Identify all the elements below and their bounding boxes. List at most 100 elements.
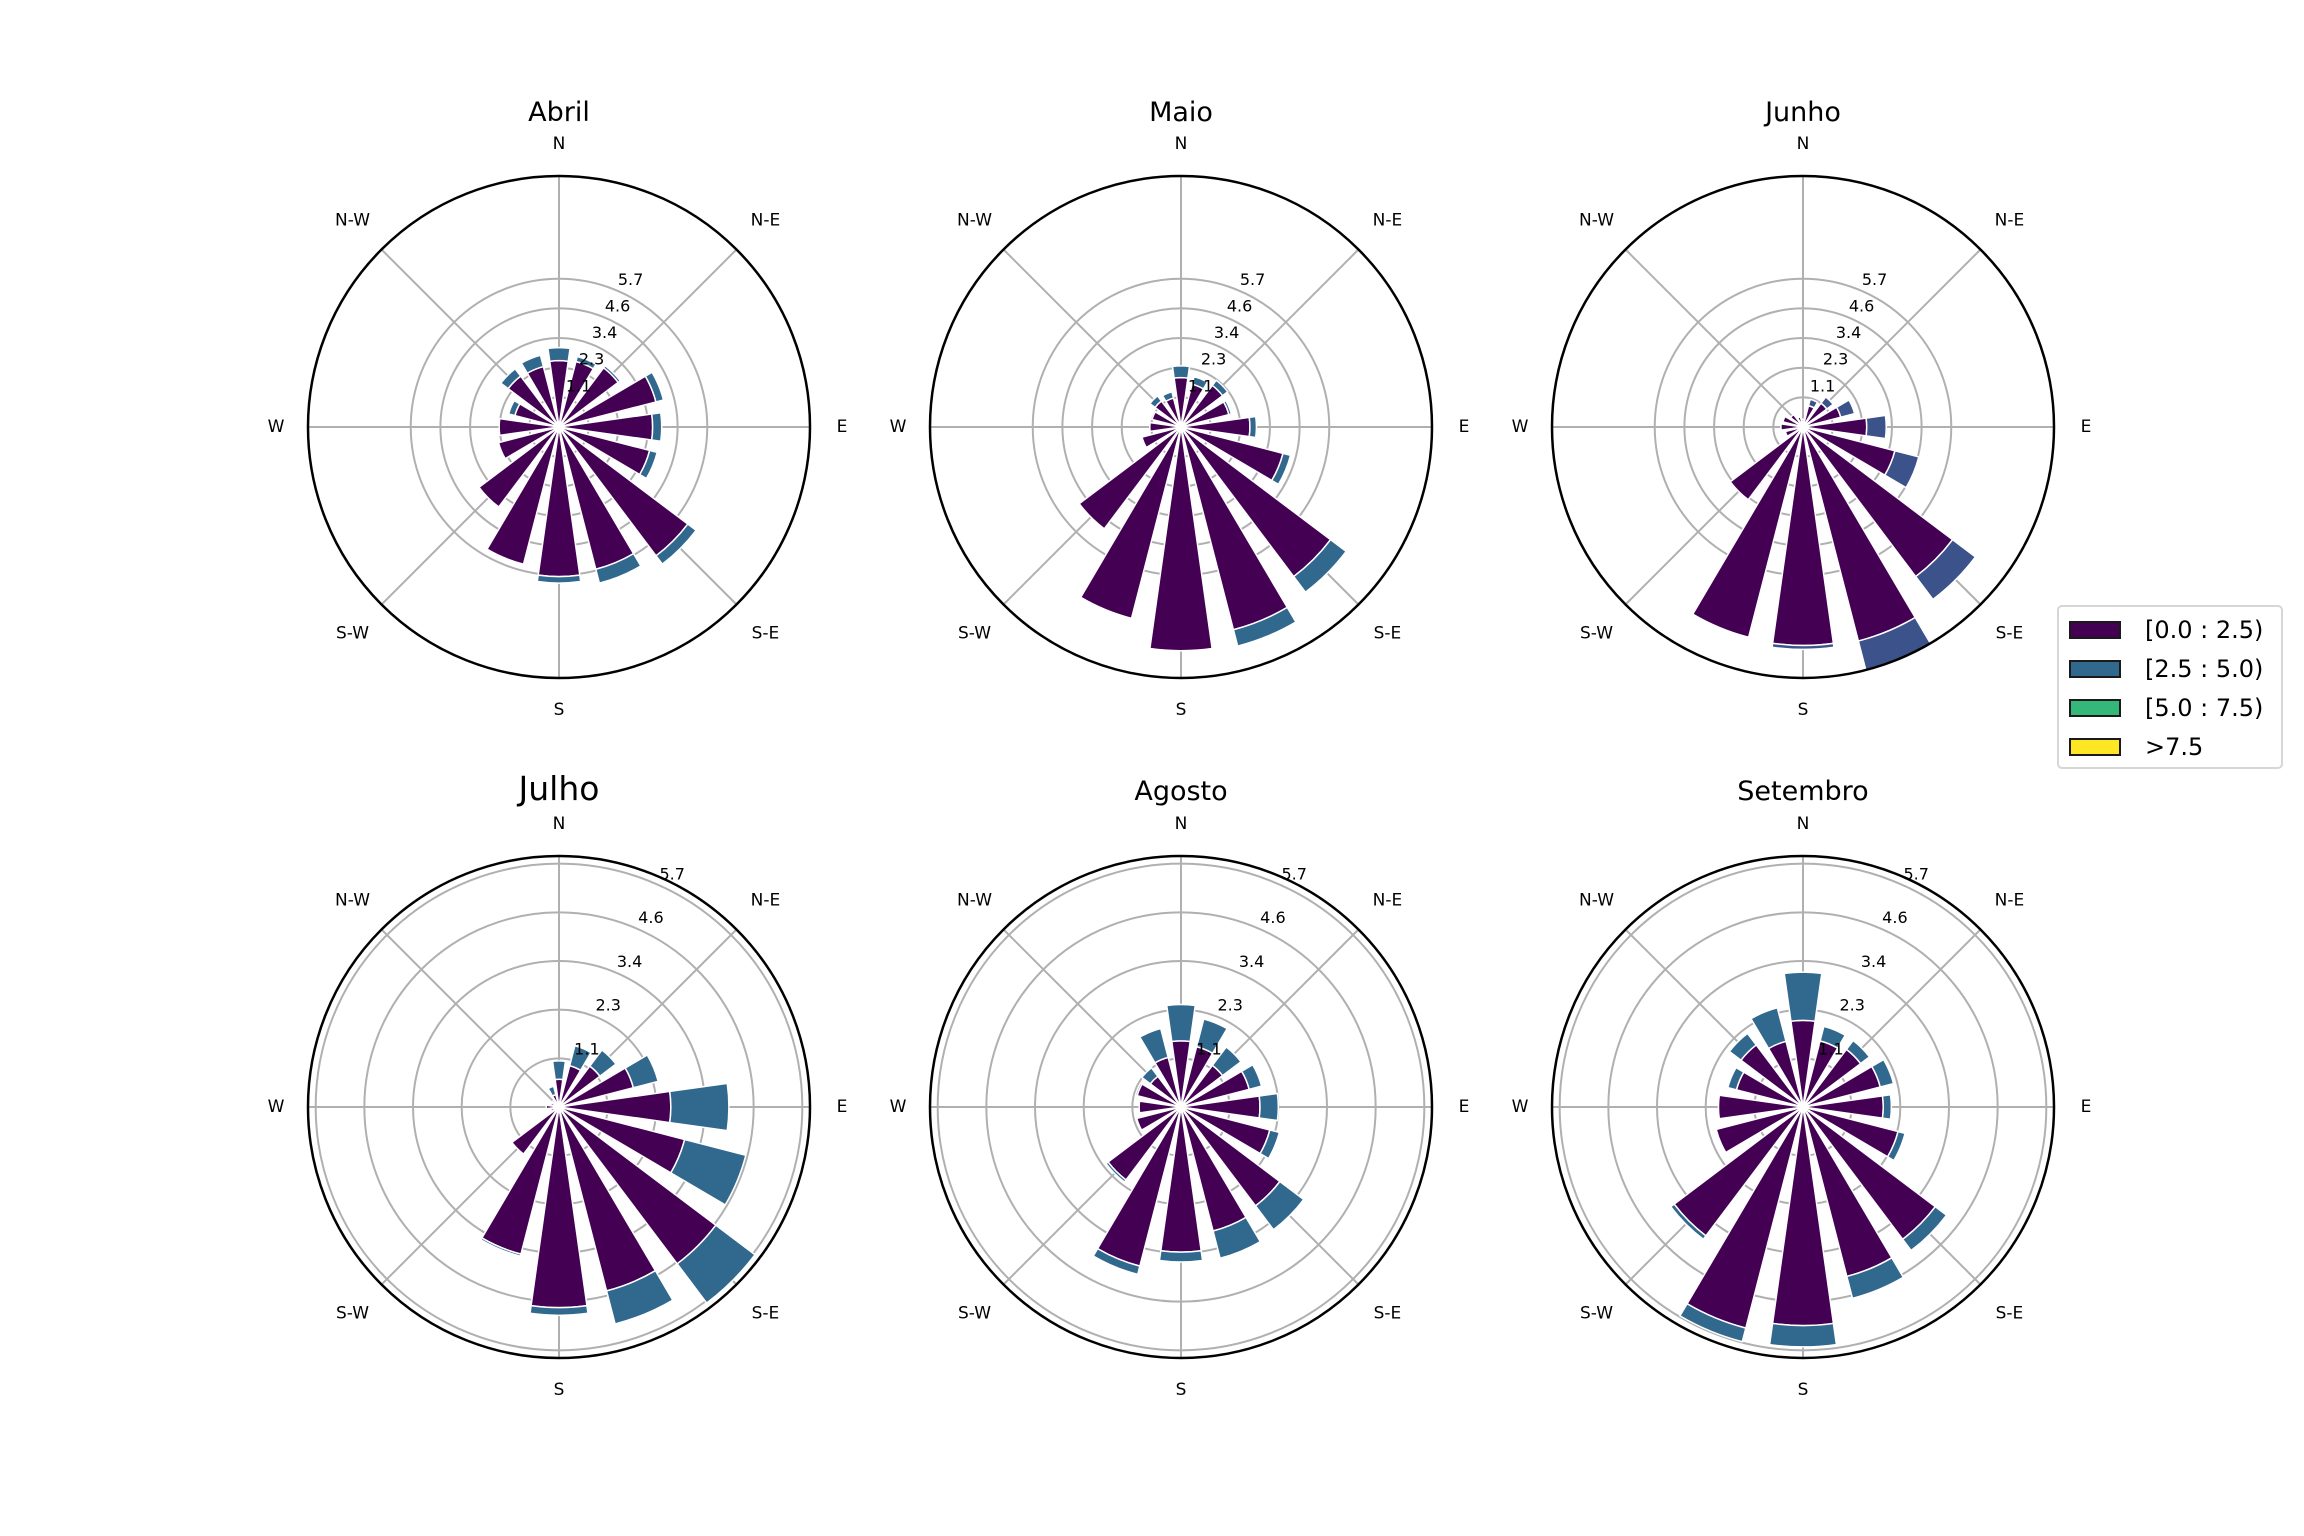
chart-title: Setembro <box>1737 776 1868 807</box>
bar-wsw-bin0 <box>497 426 560 460</box>
bar-wsw-bin0 <box>1715 1106 1804 1154</box>
legend-item: >7.5 <box>2069 733 2204 761</box>
bar-ese-bin1 <box>638 449 659 480</box>
direction-label: S-E <box>752 1303 780 1323</box>
legend-swatch <box>2069 621 2121 639</box>
bar-n-bin1 <box>1165 1003 1197 1043</box>
legend-label: [2.5 : 5.0) <box>2145 655 2264 683</box>
radial-tick-label: 5.7 <box>1282 864 1307 883</box>
radial-tick-label: 3.4 <box>1239 952 1264 971</box>
bar-wsw-bin0 <box>1784 426 1804 438</box>
bar-s-bin1 <box>1768 1322 1838 1348</box>
direction-label: W <box>1512 417 1529 437</box>
bar-wnw-bin1 <box>1726 1066 1745 1091</box>
legend-label: >7.5 <box>2145 733 2204 761</box>
bar-wsw-bin0 <box>1141 426 1182 449</box>
direction-label: N-E <box>1995 211 2025 231</box>
direction-label: N <box>1797 134 1810 154</box>
bar-s-bin0 <box>1771 426 1835 647</box>
windrose-junho: Junho N N-E E S-E S S-W W N-W 1.1 2.3 3.4 4.6 5.7 <box>1512 97 2092 720</box>
bar-se-bin1 <box>1914 538 1977 601</box>
bar-sw-bin0 <box>477 426 560 509</box>
radial-tick-label: 2.3 <box>1823 350 1848 369</box>
direction-label: S-E <box>1996 623 2024 643</box>
direction-label: W <box>890 417 907 437</box>
radial-tick-label: 1.1 <box>1818 1039 1843 1058</box>
bar-w-bin0 <box>1717 1094 1804 1120</box>
bar-w-bin0 <box>1138 1100 1182 1114</box>
bar-nw-bin1 <box>1140 1066 1159 1085</box>
bar-nne-bin1 <box>1807 398 1819 409</box>
legend-label: [5.0 : 7.5) <box>2145 694 2264 722</box>
bar-wsw-bin0 <box>1135 1106 1182 1132</box>
radial-tick-label: 3.4 <box>617 952 642 971</box>
bar-ssw-bin0 <box>486 426 560 566</box>
direction-label: W <box>268 417 285 437</box>
direction-label: S-E <box>1374 1303 1402 1323</box>
bar-s-bin1 <box>1771 642 1835 651</box>
radial-tick-label: 1.1 <box>1196 1039 1221 1058</box>
radial-tick-label: 4.6 <box>605 296 630 315</box>
polar-frame <box>1550 174 2056 680</box>
bar-nnw-bin1 <box>547 1085 557 1097</box>
bar-e-bin1 <box>1865 414 1887 440</box>
bar-se-bin1 <box>1901 1205 1948 1252</box>
bar-n-bin1 <box>1171 365 1191 379</box>
radial-tick-label: 3.4 <box>1861 952 1886 971</box>
legend-item: [5.0 : 7.5) <box>2069 694 2264 722</box>
bar-nw-bin1 <box>551 1099 557 1105</box>
bar-ssw-bin1 <box>479 1236 522 1258</box>
radial-tick-label: 2.3 <box>596 996 621 1015</box>
bar-sse-bin1 <box>605 1269 674 1325</box>
bar-n-bin1 <box>547 346 571 363</box>
direction-label: S-W <box>336 1303 369 1323</box>
bar-ne-bin1 <box>588 1049 617 1078</box>
bar-e-bin1 <box>1258 1092 1280 1122</box>
bar-w-bin0 <box>1780 423 1804 431</box>
bar-ene-bin1 <box>624 1053 660 1089</box>
direction-label: W <box>1512 1097 1529 1117</box>
direction-label: S <box>1176 1380 1187 1400</box>
chart-title: Agosto <box>1134 776 1227 807</box>
legend-label: [0.0 : 2.5) <box>2145 616 2264 644</box>
bar-ene-bin1 <box>644 371 665 403</box>
legend-swatch <box>2069 738 2121 756</box>
bar-sse-bin1 <box>1232 606 1297 647</box>
radial-tick-label: 2.3 <box>579 350 604 369</box>
bar-sse-bin1 <box>1845 1256 1905 1300</box>
bar-nnw-bin1 <box>1138 1027 1170 1064</box>
radial-tick-label: 5.7 <box>1862 270 1887 289</box>
direction-label: N <box>1797 814 1810 834</box>
direction-label: N <box>1175 814 1188 834</box>
direction-label: N-W <box>1579 211 1614 231</box>
legend-item: [0.0 : 2.5) <box>2069 616 2264 644</box>
bar-wnw-bin1 <box>507 399 521 417</box>
direction-label: N-W <box>1579 891 1614 911</box>
bar-ne-bin1 <box>602 364 622 384</box>
legend-swatch <box>2069 660 2121 678</box>
direction-label: E <box>837 417 848 437</box>
direction-label: E <box>2081 1097 2092 1117</box>
radial-tick-label: 5.7 <box>1904 864 1929 883</box>
radial-tick-label: 5.7 <box>618 270 643 289</box>
bar-n-bin0 <box>1801 418 1805 428</box>
chart-title: Junho <box>1763 97 1841 128</box>
bar-s-bin0 <box>530 1106 588 1309</box>
bar-wnw-bin0 <box>1781 415 1804 428</box>
bar-sw-bin1 <box>1104 1160 1128 1184</box>
radial-tick-label: 1.1 <box>574 1039 599 1058</box>
direction-label: N-W <box>957 891 992 911</box>
bar-ssw-bin1 <box>1678 1302 1747 1343</box>
chart-title: Julho <box>517 769 600 808</box>
bar-ese-bin1 <box>669 1138 747 1206</box>
windrose-abril: Abril N N-E E S-E S S-W W N-W 1.1 2.3 3.4 4.6 5.7 <box>268 97 848 720</box>
polar-frame <box>1550 854 2056 1360</box>
bar-s-bin1 <box>536 574 582 584</box>
bar-nnw-bin0 <box>1796 416 1804 428</box>
windrose-maio: Maio N N-E E S-E S S-W W N-W 1.1 2.3 3.4 4.6 5.7 <box>890 97 1470 720</box>
legend-item: [2.5 : 5.0) <box>2069 655 2264 683</box>
direction-label: S-W <box>336 623 369 643</box>
direction-label: E <box>1459 417 1470 437</box>
radial-tick-label: 3.4 <box>1836 323 1861 342</box>
